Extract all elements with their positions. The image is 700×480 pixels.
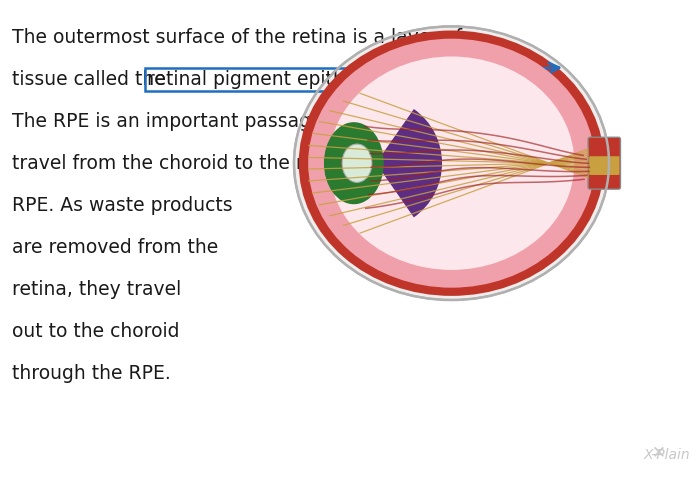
Text: travel from the choroid to the retina through the: travel from the choroid to the retina th… [12, 154, 468, 173]
Wedge shape [376, 109, 442, 217]
Ellipse shape [342, 148, 372, 178]
Text: The RPE is an important passageway. Nutrients: The RPE is an important passageway. Nutr… [12, 112, 456, 131]
FancyBboxPatch shape [589, 156, 620, 175]
Text: retinal pigment epithelium (RPE).: retinal pigment epithelium (RPE). [148, 70, 460, 89]
Ellipse shape [308, 39, 595, 288]
Text: ✕: ✕ [652, 443, 666, 461]
Ellipse shape [299, 31, 604, 296]
Text: through the RPE.: through the RPE. [12, 364, 171, 383]
Ellipse shape [342, 144, 372, 182]
Text: are removed from the: are removed from the [12, 238, 218, 257]
Text: The outermost surface of the retina is a layer of: The outermost surface of the retina is a… [12, 28, 462, 47]
Text: tissue called the: tissue called the [12, 70, 172, 89]
Text: retina, they travel: retina, they travel [12, 280, 181, 299]
Ellipse shape [329, 57, 574, 270]
Text: out to the choroid: out to the choroid [12, 322, 179, 341]
Text: RPE. As waste products: RPE. As waste products [12, 196, 232, 215]
Ellipse shape [294, 26, 609, 300]
Ellipse shape [324, 122, 384, 204]
Text: X-Plain: X-Plain [643, 448, 690, 462]
FancyBboxPatch shape [588, 137, 620, 189]
